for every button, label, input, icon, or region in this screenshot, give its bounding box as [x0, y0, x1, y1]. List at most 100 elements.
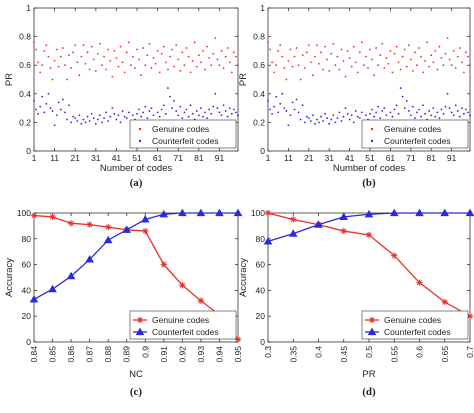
- y-tick-label: 20: [22, 311, 32, 321]
- data-point: [311, 74, 314, 77]
- data-point: [125, 51, 128, 54]
- data-point: [432, 107, 435, 109]
- data-point: [47, 55, 50, 58]
- data-point: [314, 122, 316, 125]
- data-point: [389, 50, 392, 52]
- data-point: [324, 112, 327, 115]
- data-point: [183, 64, 186, 67]
- data-point: [218, 111, 221, 114]
- data-point: [407, 110, 410, 112]
- y-tick-label: 40: [256, 285, 266, 295]
- data-point-d2: [87, 222, 93, 228]
- data-point: [181, 117, 184, 120]
- data-point: [226, 115, 229, 118]
- data-point: [434, 115, 437, 118]
- data-point: [82, 44, 85, 47]
- data-point: [189, 104, 192, 107]
- legend-marker: [138, 139, 142, 143]
- data-point: [430, 54, 433, 57]
- data-point: [119, 121, 122, 124]
- data-point: [96, 118, 99, 121]
- data-point: [269, 48, 271, 51]
- data-point: [210, 112, 213, 115]
- data-point: [350, 65, 353, 68]
- data-point: [64, 111, 66, 114]
- data-point: [320, 115, 322, 118]
- data-point: [109, 60, 112, 62]
- panel-b: 00.20.40.60.811 11 21 31 41 51 61 71 81 91Number …: [238, 3, 471, 189]
- data-point: [389, 208, 399, 217]
- data-point: [339, 212, 349, 220]
- data-point: [72, 115, 75, 118]
- data-point: [82, 118, 85, 121]
- data-point: [94, 122, 97, 125]
- x-tick-label: 0.65: [440, 346, 450, 363]
- data-point: [465, 51, 467, 54]
- data-point: [391, 71, 394, 74]
- data-point: [29, 295, 39, 303]
- data-point: [297, 64, 300, 67]
- data-point: [144, 105, 147, 108]
- data-point: [336, 117, 339, 120]
- legend-label: Genuine codes: [384, 124, 441, 134]
- data-point: [90, 112, 93, 115]
- data-point: [64, 64, 66, 67]
- data-point: [344, 107, 347, 109]
- data-point: [467, 55, 469, 58]
- data-point: [214, 37, 217, 39]
- data-point: [373, 74, 376, 77]
- data-point: [80, 122, 83, 125]
- data-point: [195, 110, 198, 112]
- data-point-d2: [142, 228, 148, 234]
- data-point: [228, 61, 231, 64]
- data-point: [216, 107, 219, 109]
- data-point: [462, 71, 465, 74]
- data-point: [322, 120, 324, 122]
- legend-marker-d2: [137, 317, 143, 323]
- data-point: [167, 68, 169, 71]
- legend-marker: [370, 139, 374, 143]
- data-point: [401, 55, 404, 58]
- data-point: [416, 64, 418, 67]
- data-point: [460, 107, 463, 109]
- x-tick-label: 0.7: [465, 346, 474, 358]
- data-point: [212, 52, 215, 55]
- data-point: [171, 48, 173, 51]
- data-point: [469, 114, 471, 117]
- data-point: [237, 64, 239, 67]
- legend-label: Genuine codes: [384, 315, 441, 325]
- data-point: [367, 67, 369, 69]
- data-point: [305, 51, 308, 54]
- data-point: [289, 114, 292, 117]
- y-tick-label: 80: [22, 234, 32, 244]
- data-point: [222, 67, 225, 69]
- x-tick-label: 0.89: [122, 346, 132, 363]
- data-point: [371, 108, 373, 111]
- legend: Genuine codes Counterfeit codes: [361, 310, 469, 340]
- x-tick-label: 0.85: [48, 346, 58, 363]
- data-point: [140, 74, 143, 77]
- data-point-d2: [161, 262, 167, 268]
- data-point-d2: [235, 336, 241, 343]
- data-point: [94, 70, 97, 72]
- data-point: [303, 67, 306, 69]
- data-point: [187, 55, 190, 58]
- legend-label: Counterfeit codes: [152, 327, 219, 337]
- data-point: [316, 44, 318, 47]
- data-point-d2: [341, 228, 347, 234]
- data-point: [322, 68, 324, 71]
- data-point: [309, 120, 312, 122]
- y-tick-label: 1: [260, 3, 265, 13]
- data-point: [156, 111, 159, 114]
- data-point: [90, 45, 93, 48]
- data-point: [41, 95, 44, 98]
- data-point: [61, 47, 64, 49]
- data-point: [210, 64, 213, 67]
- data-point: [59, 55, 62, 58]
- data-point: [111, 107, 114, 109]
- data-point: [352, 45, 355, 48]
- y-tick-label: 0.6: [253, 60, 265, 70]
- legend-box: [129, 119, 237, 149]
- data-point: [318, 62, 320, 65]
- x-tick-label: 61: [153, 153, 163, 163]
